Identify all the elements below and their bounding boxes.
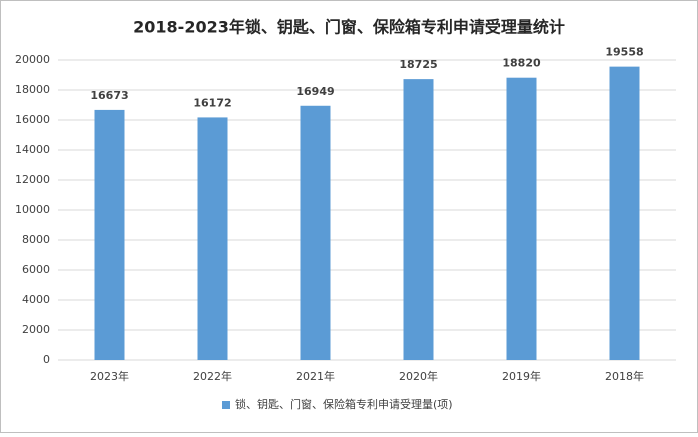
y-tick-label: 10000 (15, 203, 50, 216)
y-tick-label: 4000 (22, 293, 50, 306)
value-label: 16172 (193, 96, 231, 109)
y-tick-label: 12000 (15, 173, 50, 186)
value-label: 16949 (296, 85, 334, 98)
bar (403, 79, 434, 360)
y-tick-label: 8000 (22, 233, 50, 246)
chart-title: 2018-2023年锁、钥匙、门窗、保险箱专利申请受理量统计 (133, 18, 565, 37)
y-tick-label: 2000 (22, 323, 50, 336)
x-tick-label: 2020年 (399, 369, 438, 383)
x-tick-label: 2019年 (502, 369, 541, 383)
value-label: 16673 (90, 89, 128, 102)
bar (94, 109, 125, 360)
y-tick-label: 0 (43, 353, 50, 366)
x-tick-label: 2023年 (90, 369, 129, 383)
legend-label: 锁、钥匙、门窗、保险箱专利申请受理量(项) (235, 397, 453, 411)
bar (609, 66, 640, 360)
value-label: 18820 (502, 57, 541, 70)
value-label: 19558 (605, 46, 643, 59)
bar (506, 77, 537, 360)
x-tick-label: 2021年 (296, 369, 335, 383)
legend-swatch (222, 401, 230, 409)
value-label: 18725 (399, 58, 437, 71)
x-tick-label: 2018年 (605, 369, 644, 383)
y-tick-label: 16000 (15, 113, 50, 126)
y-tick-label: 6000 (22, 263, 50, 276)
bar (197, 117, 228, 360)
y-tick-label: 20000 (15, 53, 50, 66)
y-tick-label: 14000 (15, 143, 50, 156)
x-tick-label: 2022年 (193, 369, 232, 383)
bar (300, 105, 331, 360)
y-tick-label: 18000 (15, 83, 50, 96)
